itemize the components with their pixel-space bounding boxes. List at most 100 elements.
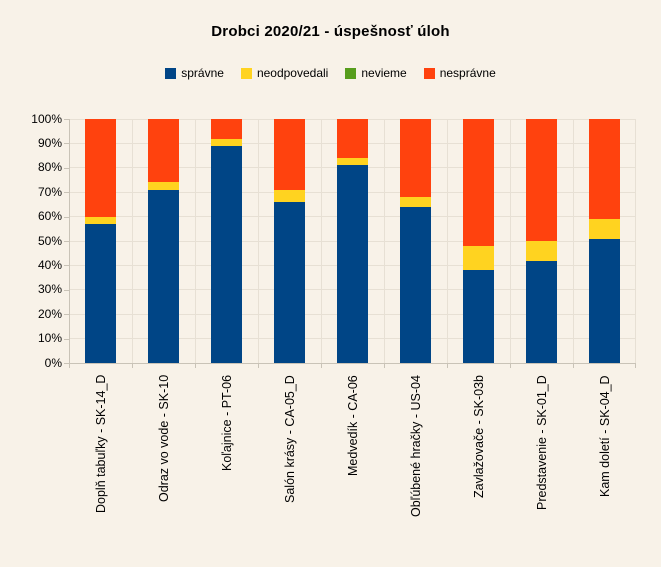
bar-segment-spravne [85,223,116,363]
chart-title: Drobci 2020/21 - úspešnosť úloh [211,23,450,40]
legend-item-neodpovedali: neodpovedali [240,66,329,80]
bar-segment-nespravne [526,119,557,242]
bar-segment-spravne [463,270,494,363]
bar-segment-spravne [274,201,305,363]
x-tick [69,364,70,368]
bar-segment-nespravne [274,119,305,190]
bar-1 [85,119,116,363]
bar-4 [274,119,305,363]
legend-swatch-neodpovedali-icon [240,67,252,79]
bar-segment-neodpovedali [400,197,431,207]
bar-3 [211,119,242,363]
y-axis-label: 90% [37,135,62,150]
x-tick [635,364,636,368]
x-axis-label: Obľúbené hračky - US-04 [408,375,423,517]
y-tick [64,167,69,169]
bar-segment-spravne [526,260,557,363]
legend: správne neodpovedali nevieme nesprávne [0,66,661,80]
y-axis-label: 10% [37,331,62,346]
y-axis-label: 70% [37,184,62,199]
legend-label-spravne: správne [181,66,224,80]
bar-segment-nespravne [463,119,494,246]
bar-segment-nespravne [337,119,368,159]
y-tick [64,265,69,267]
y-axis-label: 60% [37,209,62,224]
bar-8 [526,119,557,363]
x-tick [258,364,259,368]
x-axis-label: Medvedík - CA-06 [345,375,360,476]
legend-item-nespravne: nesprávne [423,66,496,80]
bar-segment-spravne [589,238,620,363]
bar-segment-neodpovedali [211,138,242,146]
gridline-v [320,119,322,363]
gridline-v [131,119,133,363]
y-tick [64,241,69,242]
x-tick [321,364,322,368]
legend-label-nespravne: nesprávne [439,66,496,80]
bar-5 [337,119,368,363]
y-tick [64,216,69,218]
y-axis-label: 30% [37,282,62,297]
x-tick [510,364,511,368]
x-tick [132,364,133,368]
legend-label-neodpovedali: neodpovedali [256,66,329,80]
plot-area [64,119,636,368]
bar-segment-neodpovedali [589,219,620,239]
y-tick [64,119,69,120]
bar-segment-nespravne [85,119,116,217]
bar-9 [589,119,620,363]
y-tick [64,289,69,291]
x-axis-label: Odraz vo vode - SK-10 [156,375,171,503]
bar-segment-spravne [337,165,368,363]
x-axis-label: Kam doletí - SK-04_D [597,375,612,497]
legend-swatch-nevieme-icon [345,67,357,79]
gridline-v [194,119,196,363]
bar-segment-neodpovedali [463,245,494,271]
legend-item-spravne: správne [165,66,224,80]
y-tick [64,363,69,364]
x-tick [573,364,574,368]
legend-swatch-spravne-icon [165,67,177,79]
bar-segment-spravne [211,145,242,363]
x-axis-label: Zavlažovače - SK-03b [471,375,486,498]
gridline-v [509,119,511,363]
x-tick [195,364,196,368]
y-tick [64,143,69,145]
bar-segment-neodpovedali [337,158,368,166]
bar-segment-spravne [148,189,179,363]
x-axis-line [68,363,636,364]
y-axis-label: 80% [37,160,62,175]
bar-segment-nespravne [589,119,620,220]
x-tick [447,364,448,368]
legend-swatch-nespravne-icon [423,67,435,79]
y-axis-label: 20% [37,306,62,321]
gridline-v [635,119,636,363]
y-axis-label: 100% [31,111,62,126]
bar-segment-neodpovedali [526,241,557,261]
bar-segment-nespravne [400,119,431,198]
gridline-v [383,119,385,363]
bar-6 [400,119,431,363]
bar-7 [463,119,494,363]
y-axis-line [69,119,70,364]
x-axis-label: Predstavenie - SK-01_D [534,375,549,510]
x-axis-label: Koľajnice - PT-06 [219,375,234,472]
y-axis-label: 50% [37,233,62,248]
y-axis-label: 40% [37,257,62,272]
x-tick [384,364,385,368]
bar-segment-spravne [400,206,431,363]
legend-label-nevieme: nevieme [361,66,407,80]
y-tick [64,192,69,194]
legend-item-nevieme: nevieme [345,66,407,80]
bar-segment-neodpovedali [85,216,116,224]
bar-segment-neodpovedali [148,182,179,190]
gridline-v [446,119,448,363]
y-tick [64,314,69,316]
bar-2 [148,119,179,363]
gridline-v [257,119,259,363]
bar-segment-neodpovedali [274,189,305,202]
y-axis-label: 0% [44,355,62,370]
x-axis-label: Salón krásy - CA-05_D [282,375,297,503]
bar-segment-nespravne [148,119,179,183]
